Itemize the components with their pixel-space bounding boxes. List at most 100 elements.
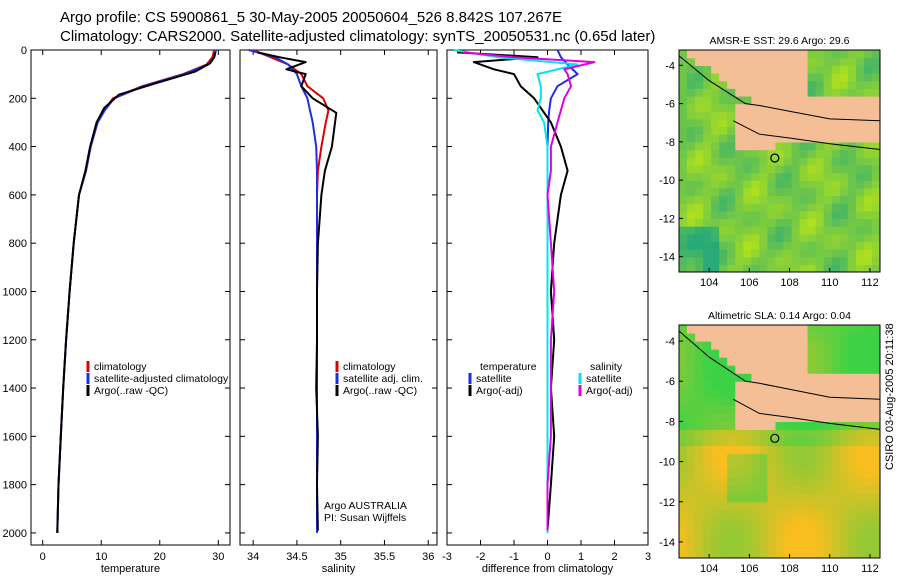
- sst-map-cell: [759, 210, 768, 220]
- sst-map-cell: [831, 50, 841, 59]
- sst-map-cell: [839, 149, 849, 158]
- sla-map-cell: [759, 413, 768, 422]
- sla-map-cell: [799, 349, 809, 358]
- sla-map-cell: [751, 453, 760, 463]
- sla-map-cell: [872, 509, 880, 519]
- sla-map-cell: [719, 429, 728, 438]
- sst-map-cell: [775, 157, 785, 166]
- sst-map-cell: [799, 50, 809, 59]
- sla-map-cell: [711, 517, 720, 527]
- sla-map-cell: [687, 357, 696, 366]
- sla-map-cell: [743, 533, 752, 543]
- sla-map-cell: [695, 413, 704, 422]
- sst-map-cell: [775, 233, 785, 242]
- sst-map-cell: [872, 264, 880, 272]
- sst-map-argo-marker: [770, 153, 780, 163]
- sst-map-cell: [735, 203, 744, 212]
- sla-map-cell: [791, 429, 801, 438]
- sla-map-cell: [679, 381, 688, 390]
- salinity-xtick-label: 36: [422, 551, 434, 563]
- sla-map-cell: [839, 501, 849, 511]
- sla-map-cell: [767, 533, 776, 543]
- sst-map-cell: [839, 157, 849, 166]
- sst-map-cell: [735, 256, 744, 265]
- sla-map-cell: [823, 485, 833, 495]
- difference-legend-entry: Argo(-adj): [476, 385, 523, 397]
- sla-map-cell: [839, 381, 849, 390]
- sst-map-cell: [807, 57, 817, 66]
- sla-map-cell: [711, 413, 720, 422]
- sla-map-cell: [719, 533, 728, 543]
- sla-map-cell: [679, 493, 688, 503]
- sla-map-cell: [767, 469, 776, 479]
- sla-map-cell: [759, 349, 768, 358]
- sst-map-cell: [807, 264, 817, 272]
- sla-map-cell: [839, 493, 849, 503]
- sst-map-cell: [751, 73, 760, 82]
- sla-map-cell: [855, 453, 865, 463]
- sst-map-cell: [679, 203, 688, 212]
- sla-map-cell: [751, 381, 760, 390]
- sla-map-cell: [727, 501, 736, 511]
- sst-map-cell: [743, 195, 752, 204]
- sla-map-cell: [751, 333, 760, 342]
- sla-map-cell: [815, 429, 825, 438]
- sst-map-cell: [719, 157, 728, 166]
- sla-map-cell: [735, 445, 744, 455]
- sla-map-cell: [831, 413, 841, 422]
- sst-map-cell: [872, 180, 880, 189]
- sst-map-cell: [855, 149, 865, 158]
- sla-map-cell: [759, 517, 768, 527]
- sla-map-cell: [815, 333, 825, 342]
- sla-map-cell: [791, 421, 801, 430]
- sst-map-cell: [831, 141, 841, 151]
- sst-map-cell: [695, 164, 704, 174]
- sla-map-cell: [839, 445, 849, 455]
- temperature-ytick-label: 1400: [3, 383, 27, 395]
- sla-map-cell: [791, 453, 801, 463]
- sla-map-cell: [727, 461, 736, 471]
- sst-map-cell: [743, 149, 752, 158]
- sst-map-cell: [807, 241, 817, 250]
- sla-map-cell: [743, 445, 752, 455]
- sst-map-cell: [759, 50, 768, 59]
- sla-map-cell: [807, 413, 817, 422]
- sla-map-cell: [847, 381, 857, 390]
- sla-map-cell: [687, 405, 696, 414]
- sla-map-cell: [831, 493, 841, 503]
- sla-map-cell: [711, 550, 720, 558]
- sla-map-cell: [855, 550, 865, 558]
- sla-map-cell: [847, 389, 857, 398]
- sla-map-cell: [695, 493, 704, 503]
- sla-map-cell: [703, 541, 712, 551]
- sla-map-cell: [863, 421, 873, 430]
- sla-map-cell: [679, 501, 688, 511]
- sst-map-cell: [711, 233, 720, 242]
- sst-map-cell: [863, 210, 873, 220]
- sst-map-cell: [703, 249, 712, 258]
- sst-map-cell: [711, 111, 720, 120]
- sla-map-cell: [719, 405, 728, 414]
- sst-map-cell: [807, 149, 817, 158]
- sla-map-cell: [847, 517, 857, 527]
- sst-map-cell: [807, 164, 817, 174]
- sla-map-cell: [823, 405, 833, 414]
- sst-map-cell: [863, 172, 873, 181]
- sla-map-cell: [791, 501, 801, 511]
- sla-map-cell: [759, 341, 768, 350]
- sla-map-cell: [759, 429, 768, 438]
- sla-map-cell: [872, 373, 880, 382]
- sst-map-cell: [799, 210, 809, 220]
- sst-map-cell: [839, 73, 849, 82]
- sst-map-cell: [863, 141, 873, 151]
- sst-map-cell: [863, 187, 873, 197]
- sst-map-cell: [695, 149, 704, 158]
- sst-map-cell: [831, 164, 841, 174]
- sst-map-cell: [815, 65, 825, 74]
- sst-map-cell: [839, 226, 849, 235]
- sst-map-cell: [727, 264, 736, 272]
- sla-map-cell: [687, 501, 696, 511]
- sst-map-cell: [695, 118, 704, 128]
- sst-map-cell: [751, 103, 760, 112]
- sla-map-cell: [799, 421, 809, 430]
